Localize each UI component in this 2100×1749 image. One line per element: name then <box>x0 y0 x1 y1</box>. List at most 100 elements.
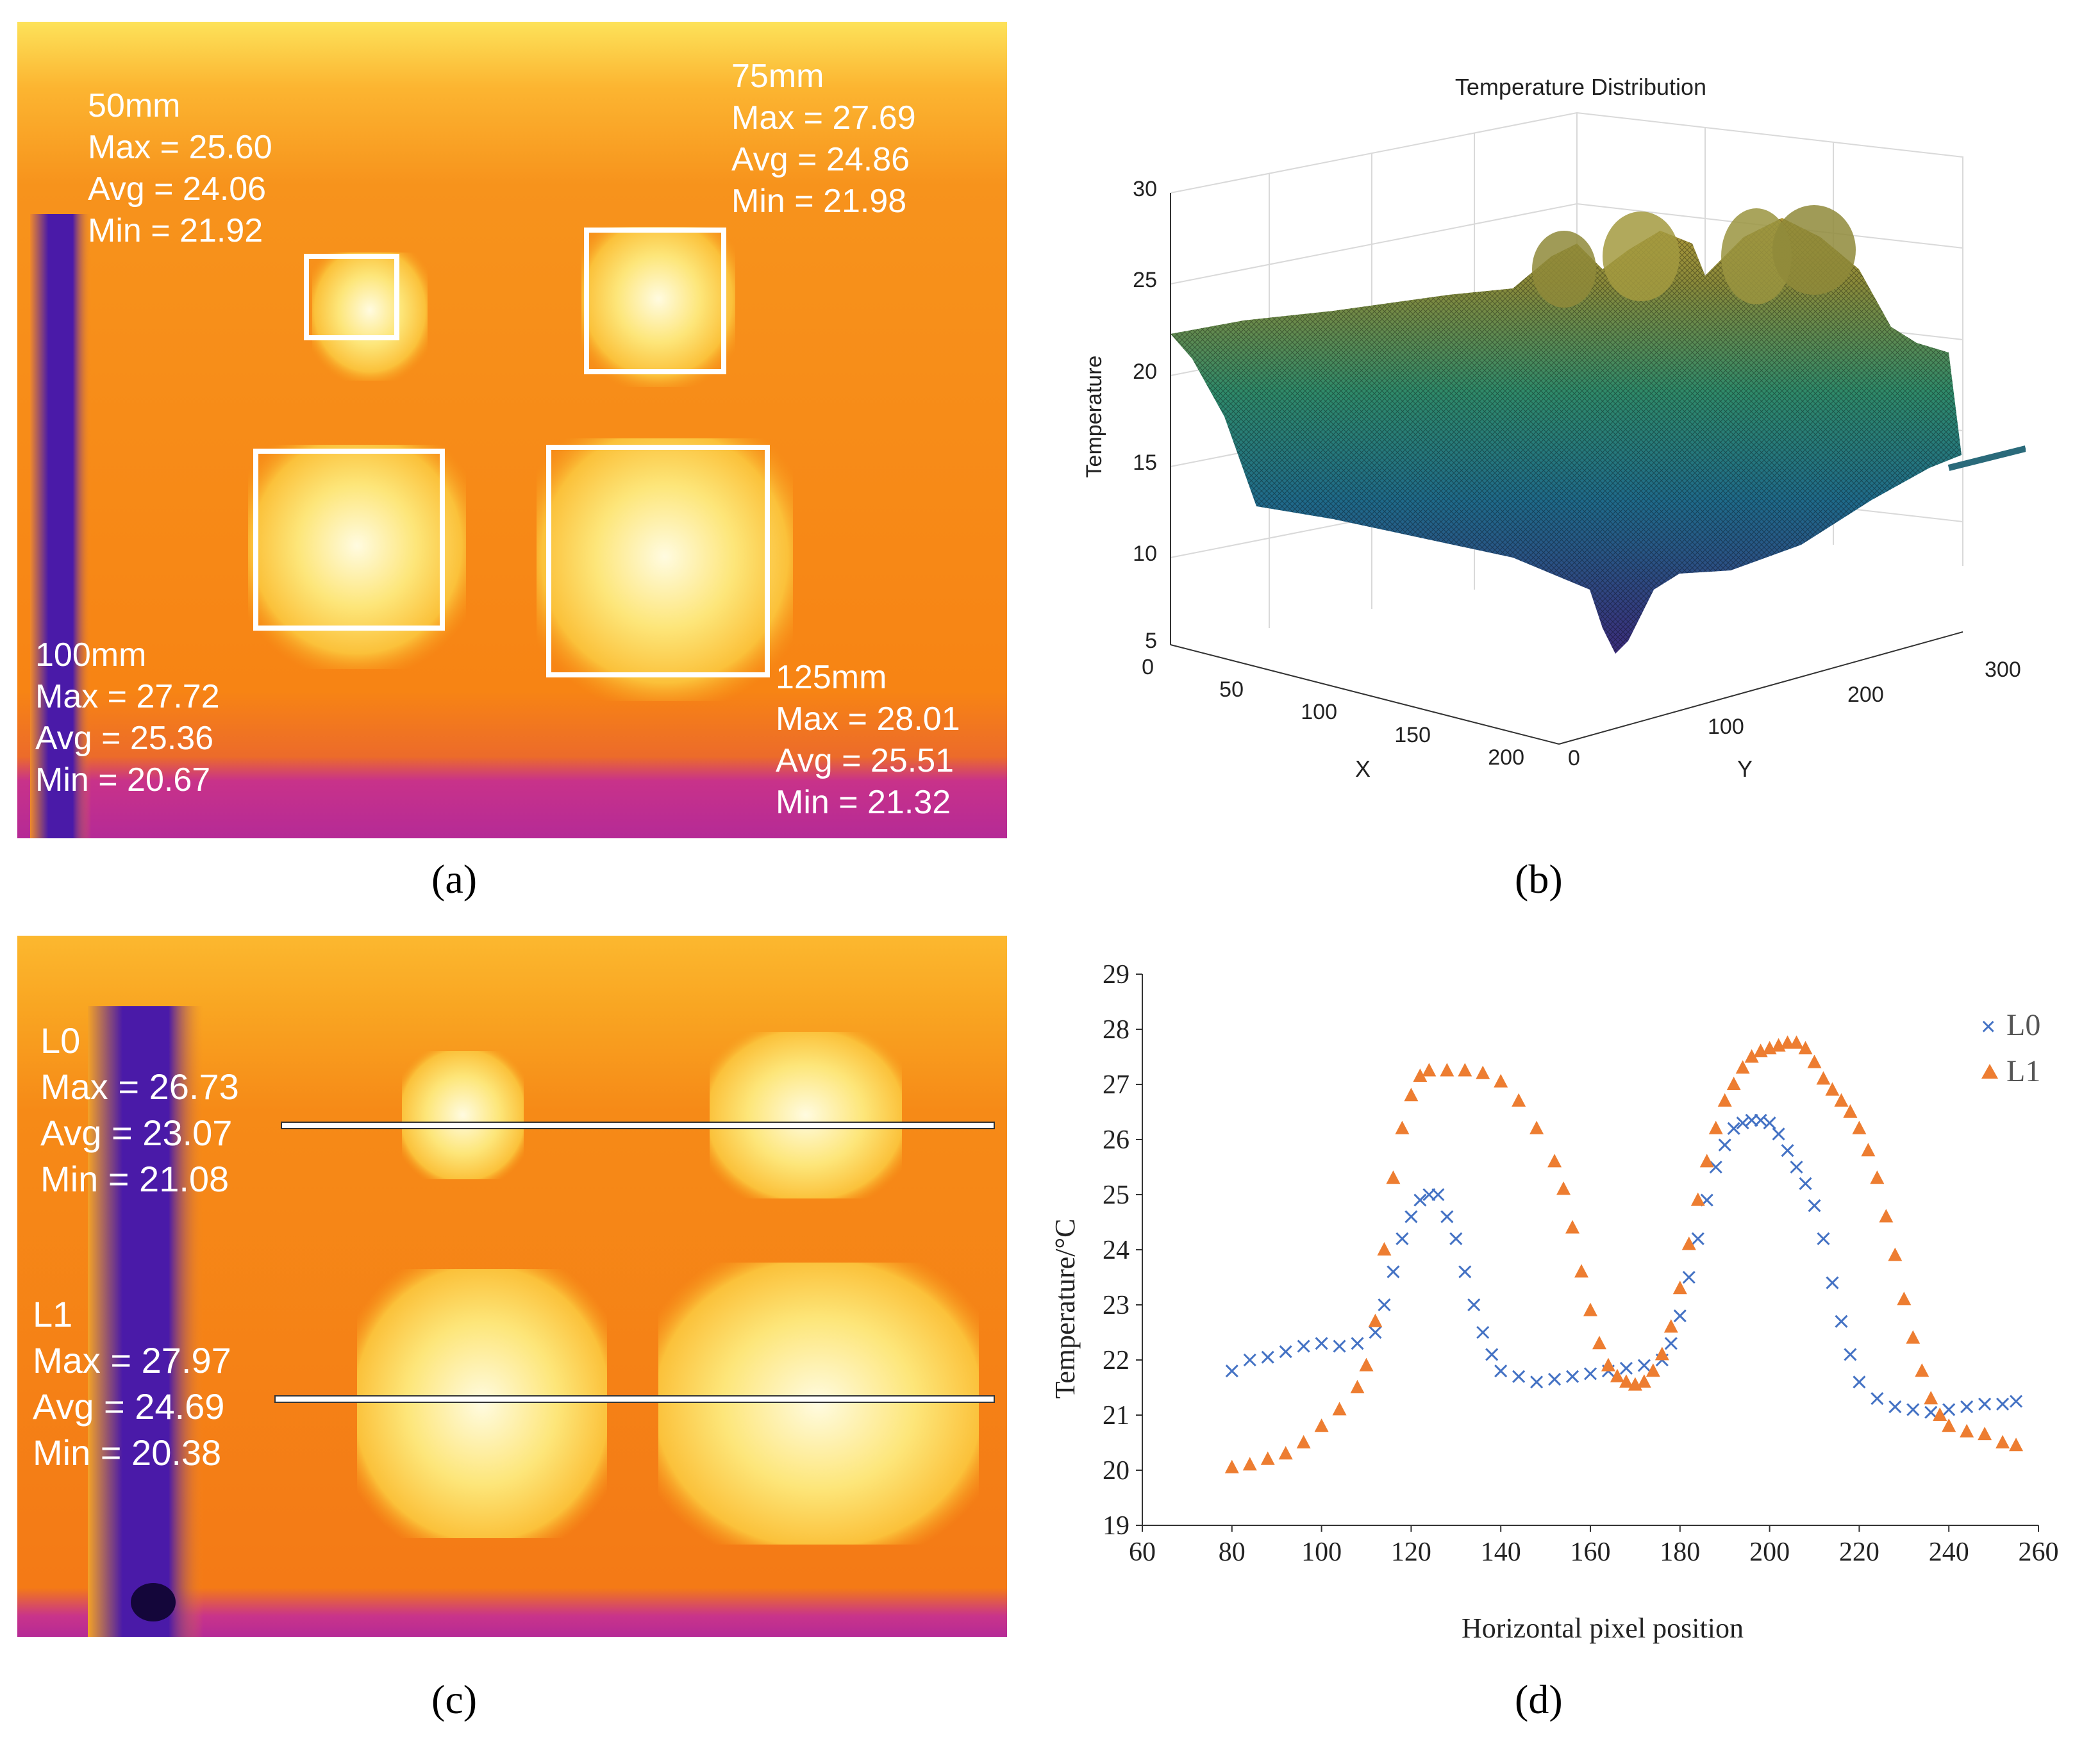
d-point-L1 <box>1690 1192 1705 1206</box>
d-point-L0 <box>1467 1298 1481 1312</box>
d-point-L0 <box>1772 1127 1785 1141</box>
d-point-L0 <box>1404 1210 1418 1223</box>
line-label-L1: L1 <box>33 1294 72 1334</box>
d-point-L1 <box>1825 1082 1840 1096</box>
d-point-L0 <box>1763 1116 1776 1130</box>
panel-label-a: (a) <box>431 856 478 902</box>
d-y-tick-label: 19 <box>1103 1511 1129 1541</box>
d-point-L1 <box>1726 1077 1741 1090</box>
d-x-tick-label: 220 <box>1839 1538 1879 1567</box>
d-point-L1 <box>1978 1427 1992 1441</box>
d-point-L0 <box>1853 1375 1866 1389</box>
d-y-tick-label: 20 <box>1103 1456 1129 1486</box>
panel-label-d: (d) <box>1515 1677 1563 1722</box>
d-point-L1 <box>1852 1120 1867 1134</box>
z-tick-10: 10 <box>1133 542 1157 566</box>
d-point-L0 <box>1691 1232 1704 1245</box>
d-y-tick-label: 22 <box>1103 1346 1129 1375</box>
z-tick-5: 5 <box>1145 629 1157 653</box>
d-point-L1 <box>1278 1446 1293 1460</box>
d-y-tick-label: 26 <box>1103 1125 1129 1155</box>
roi-box-75mm <box>584 228 726 374</box>
panel-b-surface-plot: Temperature Distribution Temperature X Y… <box>1082 74 2026 782</box>
x-tick-200: 200 <box>1488 745 1524 770</box>
d-point-L0 <box>1709 1160 1722 1174</box>
d-point-L0 <box>1817 1232 1830 1245</box>
line-L1 <box>274 1395 995 1403</box>
x-tick-50: 50 <box>1219 677 1244 702</box>
d-y-tick-label: 27 <box>1103 1070 1129 1100</box>
d-point-L1 <box>1897 1291 1912 1306</box>
d-point-L0 <box>1790 1160 1803 1174</box>
z-tick-25: 25 <box>1133 268 1157 292</box>
d-point-L1 <box>1843 1104 1858 1118</box>
d-point-L0 <box>1673 1309 1687 1323</box>
d-point-L1 <box>1717 1093 1732 1107</box>
y-tick-100: 100 <box>1708 715 1744 739</box>
roi-label-75mm: 75mm <box>731 58 824 95</box>
d-point-L0 <box>1387 1265 1400 1279</box>
d-point-L1 <box>1556 1181 1571 1195</box>
d-point-L0 <box>1619 1361 1633 1375</box>
d-point-L1 <box>1996 1435 2010 1448</box>
d-point-L0 <box>1458 1265 1472 1279</box>
d-point-L1 <box>1296 1435 1311 1448</box>
line-min-L0: Min = 21.08 <box>40 1159 229 1199</box>
d-point-L0 <box>1736 1116 1749 1130</box>
d-point-L1 <box>1924 1391 1938 1405</box>
d-point-L1 <box>1413 1068 1428 1082</box>
d-point-L1 <box>1547 1154 1562 1168</box>
legend-marker-L0: × <box>1981 1013 1996 1041</box>
d-point-L0 <box>1727 1122 1740 1135</box>
d-point-L1 <box>2009 1438 2024 1452</box>
d-x-tick-label: 180 <box>1660 1538 1700 1567</box>
d-point-L1 <box>1654 1347 1669 1361</box>
roi-avg-100mm: Avg = 25.36 <box>35 720 213 757</box>
panel-d-scatter-chart: 60 80 100 120 140 160 180 200 220 240 260 19 20 21 22 2… <box>1049 960 2059 1644</box>
d-point-L0 <box>1279 1345 1292 1359</box>
z-tick-30: 30 <box>1133 177 1157 201</box>
y-tick-300: 300 <box>1985 658 2021 682</box>
d-x-tick-label: 100 <box>1301 1538 1342 1567</box>
d-point-L1 <box>1816 1071 1831 1085</box>
d-point-L0 <box>2009 1395 2023 1408</box>
roi-min-75mm: Min = 21.98 <box>731 183 906 220</box>
d-point-L0 <box>1225 1364 1238 1378</box>
d-point-L1 <box>1440 1063 1454 1077</box>
d-y-tick-label: 29 <box>1103 960 1129 990</box>
roi-label-50mm: 50mm <box>88 87 180 124</box>
d-point-L0 <box>1718 1138 1731 1152</box>
d-point-L0 <box>1637 1359 1651 1372</box>
d-point-L0 <box>1369 1325 1382 1339</box>
d-point-L0 <box>1826 1276 1839 1289</box>
d-point-L0 <box>1485 1348 1499 1361</box>
d-point-L0 <box>1494 1364 1508 1378</box>
roi-min-125mm: Min = 21.32 <box>776 784 951 821</box>
d-point-L1 <box>1933 1407 1947 1421</box>
d-x-tick-label: 240 <box>1929 1538 1969 1567</box>
roi-box-50mm <box>304 254 399 340</box>
panel-c-thermal-image: L0 Max = 26.73 Avg = 23.07 Min = 21.08 L… <box>17 936 1007 1637</box>
d-point-L1 <box>1960 1423 1974 1438</box>
d-point-L1 <box>1708 1120 1723 1134</box>
roi-avg-50mm: Avg = 24.06 <box>88 170 266 208</box>
d-point-L0 <box>1351 1337 1364 1350</box>
d-y-tick-label: 24 <box>1103 1236 1129 1265</box>
d-point-L1 <box>1224 1459 1239 1473</box>
d-point-L0 <box>1835 1314 1848 1328</box>
roi-max-50mm: Max = 25.60 <box>88 129 272 166</box>
d-point-L0 <box>1942 1403 1956 1416</box>
d-point-L1 <box>1565 1220 1580 1234</box>
d-point-L1 <box>1735 1060 1750 1074</box>
d-point-L0 <box>1261 1350 1274 1364</box>
roi-min-50mm: Min = 21.92 <box>88 212 263 249</box>
panel-a-thermal-image: 50mm Max = 25.60 Avg = 24.06 Min = 21.92… <box>17 22 1007 838</box>
d-point-L1 <box>1879 1209 1894 1223</box>
d-point-L1 <box>1789 1035 1804 1049</box>
d-point-L1 <box>1610 1368 1624 1382</box>
roi-max-75mm: Max = 27.69 <box>731 99 916 137</box>
d-point-L1 <box>1395 1120 1410 1134</box>
d-point-L0 <box>1297 1339 1310 1353</box>
d-point-L0 <box>1808 1199 1821 1213</box>
d-x-axis-label: Horizontal pixel position <box>1462 1612 1744 1644</box>
